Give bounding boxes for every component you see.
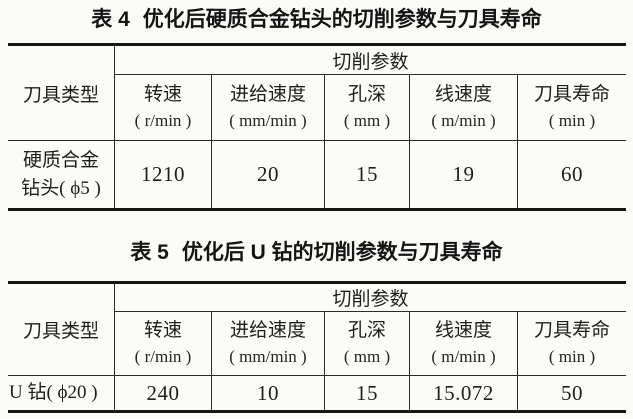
table4-col-header-tool-life: 刀具寿命 ( min ) xyxy=(518,75,626,141)
table4-number: 表 4 xyxy=(91,8,130,31)
table5-title-text: 优化后 U 钻的切削参数与刀具寿命 xyxy=(181,241,503,264)
tool-name-line: 钻头( ϕ5 ) xyxy=(21,177,101,199)
col-header-name: 刀具寿命 xyxy=(533,319,610,341)
table5-value-depth: 15 xyxy=(325,376,410,410)
table5-col-header-linear-speed: 线速度 ( m/min ) xyxy=(410,312,518,376)
table5-corner-header: 刀具类型 xyxy=(8,284,115,376)
table5-value-feed: 10 xyxy=(212,376,325,410)
table4-group-header: 切削参数 xyxy=(115,46,626,75)
tool-name-line: 硬质合金 xyxy=(22,149,99,171)
table5-value-speed: 240 xyxy=(115,376,212,410)
col-header-name: 进给速度 xyxy=(229,83,306,105)
table4-value-linear-speed: 19 xyxy=(410,141,518,208)
table4: 刀具类型 切削参数 转速 ( r/min ) 进给速度 ( mm/min ) 孔… xyxy=(8,43,626,211)
table5-tool-name: U 钻( ϕ20 ) xyxy=(8,376,115,410)
table5-col-header-speed: 转速 ( r/min ) xyxy=(115,312,212,376)
table4-col-header-speed: 转速 ( r/min ) xyxy=(115,75,212,141)
table5-value-linear-speed: 15.072 xyxy=(410,376,518,410)
table4-col-header-feed: 进给速度 ( mm/min ) xyxy=(212,75,325,141)
table4-value-depth: 15 xyxy=(325,141,410,208)
col-header-unit: ( min ) xyxy=(548,110,596,130)
col-header-unit: ( mm/min ) xyxy=(229,110,307,130)
table4-tool-name: 硬质合金 钻头( ϕ5 ) xyxy=(8,141,115,208)
col-header-unit: ( m/min ) xyxy=(431,346,496,366)
col-header-unit: ( mm/min ) xyxy=(229,346,307,366)
table4-corner-header: 刀具类型 xyxy=(8,46,115,141)
tool-name-line: U 钻( ϕ20 ) xyxy=(9,382,98,404)
col-header-unit: ( mm ) xyxy=(343,110,391,130)
table5-col-header-tool-life: 刀具寿命 ( min ) xyxy=(518,312,626,376)
table4-value-speed: 1210 xyxy=(115,141,212,208)
table5-col-header-depth: 孔深 ( mm ) xyxy=(325,312,410,376)
table5: 刀具类型 切削参数 转速 ( r/min ) 进给速度 ( mm/min ) 孔… xyxy=(8,281,626,413)
table4-title-text: 优化后硬质合金钻头的切削参数与刀具寿命 xyxy=(142,8,542,31)
table5-value-tool-life: 50 xyxy=(561,380,583,405)
col-header-name: 线速度 xyxy=(434,319,492,341)
table4-value-feed: 20 xyxy=(212,141,325,208)
col-header-unit: ( m/min ) xyxy=(431,110,496,130)
col-header-unit: ( r/min ) xyxy=(134,346,192,366)
table5-number: 表 5 xyxy=(130,241,169,264)
table5-col-header-feed: 进给速度 ( mm/min ) xyxy=(212,312,325,376)
col-header-name: 孔深 xyxy=(347,319,386,341)
table4-title: 表 4 优化后硬质合金钻头的切削参数与刀具寿命 xyxy=(0,7,633,33)
col-header-name: 孔深 xyxy=(347,83,386,105)
col-header-name: 转速 xyxy=(143,83,182,105)
col-header-unit: ( min ) xyxy=(548,346,596,366)
table5-title: 表 5 优化后 U 钻的切削参数与刀具寿命 xyxy=(0,240,633,266)
table5-group-header: 切削参数 xyxy=(115,284,626,312)
col-header-name: 线速度 xyxy=(434,83,492,105)
table4-col-header-depth: 孔深 ( mm ) xyxy=(325,75,410,141)
col-header-name: 刀具寿命 xyxy=(533,83,610,105)
col-header-unit: ( mm ) xyxy=(343,346,391,366)
col-header-unit: ( r/min ) xyxy=(134,110,192,130)
col-header-name: 进给速度 xyxy=(229,319,306,341)
table4-value-tool-life: 60 xyxy=(561,162,583,186)
table4-col-header-linear-speed: 线速度 ( m/min ) xyxy=(410,75,518,141)
col-header-name: 转速 xyxy=(143,319,182,341)
